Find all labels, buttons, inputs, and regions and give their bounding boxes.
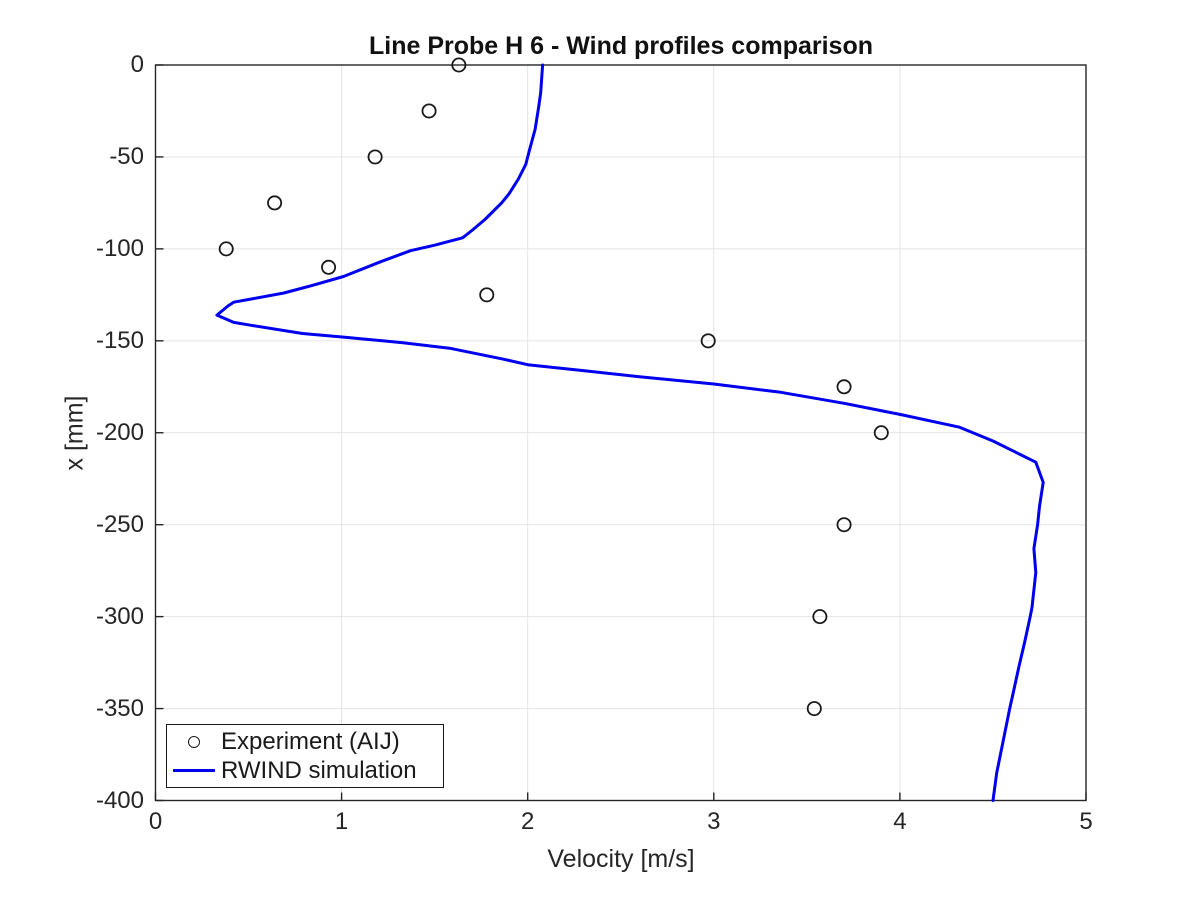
legend-item-experiment: Experiment (AIJ)	[171, 727, 443, 756]
legend-item-rwind: RWIND simulation	[171, 756, 443, 785]
experiment-data-point	[321, 259, 337, 275]
y-tick-label: -150	[95, 326, 144, 354]
y-tick-label: -350	[95, 694, 144, 722]
y-tick-label: -400	[95, 786, 144, 814]
y-tick-label: -100	[95, 234, 144, 262]
chart-title: Line Probe H 6 - Wind profiles compariso…	[368, 32, 874, 60]
y-tick-label: -300	[95, 602, 144, 630]
y-tick-label: -50	[109, 142, 144, 170]
experiment-data-point	[873, 425, 889, 441]
legend-label: Experiment (AIJ)	[221, 727, 400, 755]
legend-label: RWIND simulation	[221, 756, 417, 784]
x-tick-label: 5	[1079, 808, 1093, 835]
experiment-data-point	[451, 57, 467, 73]
experiment-data-point	[700, 333, 716, 349]
x-tick-label: 1	[334, 808, 349, 835]
x-tick-label: 0	[148, 808, 163, 835]
experiment-data-point	[218, 241, 234, 257]
experiment-data-point	[812, 609, 828, 625]
open-circle-marker-icon	[171, 735, 217, 748]
experiment-data-point	[421, 103, 437, 119]
experiment-data-point	[267, 195, 283, 211]
x-tick-label: 4	[893, 808, 907, 835]
experiment-data-point	[367, 149, 383, 165]
y-axis-label: x [mm]	[60, 395, 89, 471]
experiment-data-point	[836, 379, 852, 395]
legend: Experiment (AIJ) RWIND simulation	[166, 724, 444, 788]
line-sample-icon	[171, 769, 217, 772]
experiment-data-point	[836, 517, 852, 533]
y-tick-label: 0	[130, 51, 144, 78]
x-axis-label: Velocity [m/s]	[547, 845, 695, 873]
x-tick-label: 2	[521, 808, 535, 835]
y-tick-label: -200	[95, 418, 144, 446]
rwind-simulation-curve	[215, 63, 1045, 802]
experiment-data-point	[806, 701, 822, 717]
y-tick-label: -250	[95, 510, 144, 538]
experiment-data-point	[479, 287, 495, 303]
x-tick-label: 3	[707, 808, 721, 835]
